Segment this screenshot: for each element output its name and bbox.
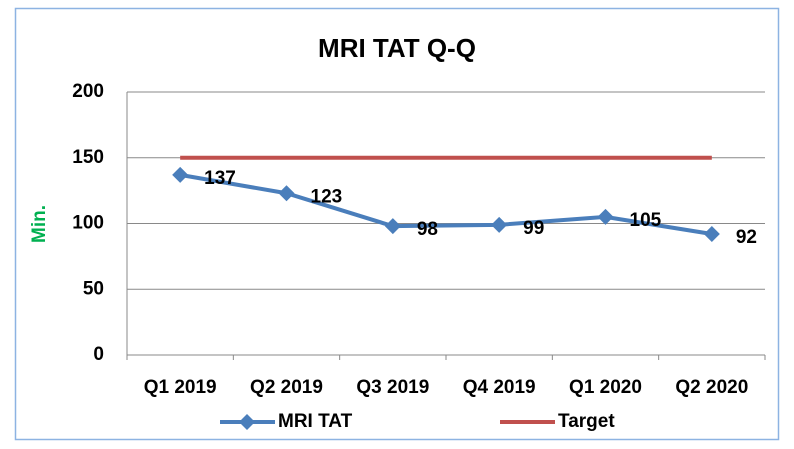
x-tick-label: Q1 2020 xyxy=(569,377,642,398)
marker xyxy=(491,216,508,233)
marker xyxy=(384,218,401,235)
legend-marker xyxy=(239,414,255,430)
data-label: 99 xyxy=(523,218,544,239)
y-tick-label: 100 xyxy=(72,213,104,234)
series-line xyxy=(179,172,713,236)
data-label: 105 xyxy=(630,210,662,231)
chart-title: MRI TAT Q-Q xyxy=(318,33,476,63)
y-tick-label: 200 xyxy=(72,81,104,102)
x-tick-label: Q4 2019 xyxy=(463,377,536,398)
x-tick-label: Q3 2019 xyxy=(356,377,429,398)
legend-label: MRI TAT xyxy=(278,411,353,432)
x-tick-label: Q1 2019 xyxy=(144,377,217,398)
y-tick-label: 150 xyxy=(72,147,104,168)
marker xyxy=(278,185,295,202)
y-axis-label: Min. xyxy=(29,205,50,243)
y-tick-label: 0 xyxy=(93,344,104,365)
data-label: 123 xyxy=(311,186,343,207)
marker xyxy=(597,208,614,225)
marker xyxy=(703,226,720,243)
marker xyxy=(172,166,189,183)
y-tick-label: 50 xyxy=(83,278,104,299)
data-label: 98 xyxy=(417,219,438,240)
x-tick-label: Q2 2020 xyxy=(675,377,748,398)
data-label: 92 xyxy=(736,227,757,248)
data-label: 137 xyxy=(204,168,236,189)
legend-label: Target xyxy=(558,411,615,432)
x-tick-label: Q2 2019 xyxy=(250,377,323,398)
